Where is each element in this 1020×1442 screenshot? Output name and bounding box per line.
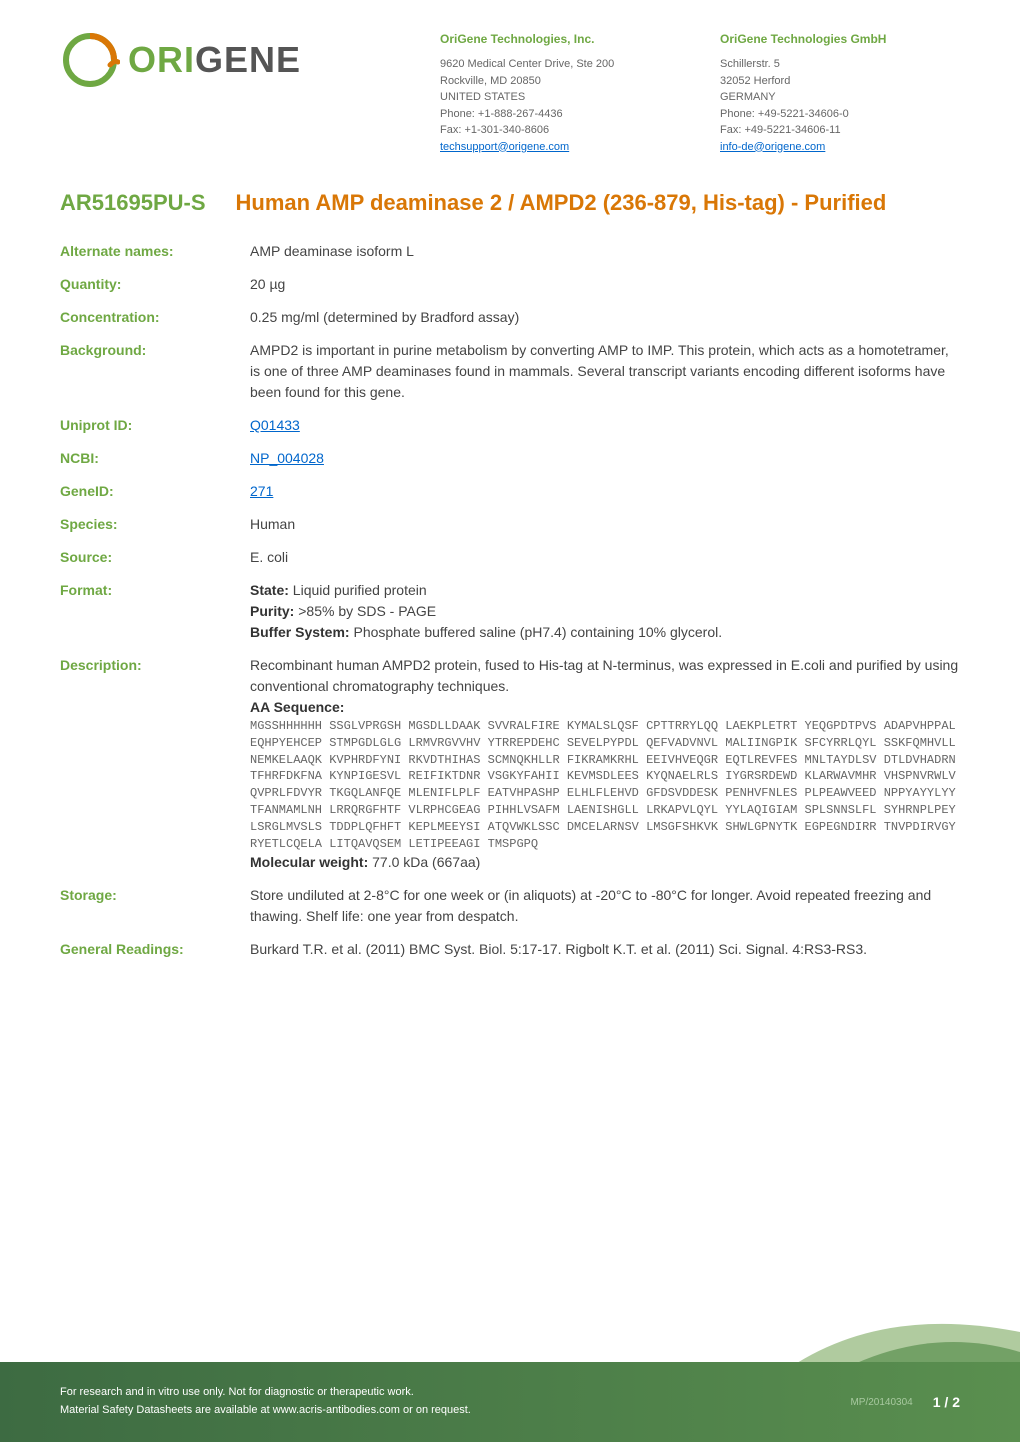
buffer-label: Buffer System: — [250, 624, 350, 640]
field-value: Q01433 — [250, 415, 960, 436]
fax: Fax: +1-301-340-8606 — [440, 122, 680, 139]
field-value: State: Liquid purified protein Purity: >… — [250, 580, 960, 643]
field-value: NP_004028 — [250, 448, 960, 469]
field-label: Concentration: — [60, 307, 250, 328]
field-value: AMP deaminase isoform L — [250, 241, 960, 262]
field-format: Format: State: Liquid purified protein P… — [60, 580, 960, 643]
description-intro: Recombinant human AMPD2 protein, fused t… — [250, 655, 960, 697]
field-source: Source: E. coli — [60, 547, 960, 568]
field-quantity: Quantity: 20 µg — [60, 274, 960, 295]
company-name-2: OriGene Technologies GmbH — [720, 30, 960, 48]
address-line: Schillerstr. 5 — [720, 56, 960, 73]
company-details-1: 9620 Medical Center Drive, Ste 200 Rockv… — [440, 56, 680, 155]
logo-ori: ORI — [128, 39, 195, 80]
fax: Fax: +49-5221-34606-11 — [720, 122, 960, 139]
product-title: Human AMP deaminase 2 / AMPD2 (236-879, … — [236, 190, 887, 216]
logo-section: ORIGENE — [60, 30, 440, 155]
field-label: Alternate names: — [60, 241, 250, 262]
title-section: AR51695PU-S Human AMP deaminase 2 / AMPD… — [0, 175, 1020, 231]
field-label: Species: — [60, 514, 250, 535]
geneid-link[interactable]: 271 — [250, 483, 273, 499]
field-concentration: Concentration: 0.25 mg/ml (determined by… — [60, 307, 960, 328]
phone: Phone: +49-5221-34606-0 — [720, 106, 960, 123]
address-line: Rockville, MD 20850 — [440, 73, 680, 90]
aa-sequence: MGSSHHHHHH SSGLVPRGSH MGSDLLDAAK SVVRALF… — [250, 718, 960, 852]
field-storage: Storage: Store undiluted at 2-8°C for on… — [60, 885, 960, 927]
phone: Phone: +1-888-267-4436 — [440, 106, 680, 123]
field-background: Background: AMPD2 is important in purine… — [60, 340, 960, 403]
page-number: 1 / 2 — [933, 1394, 960, 1410]
footer-right: MP/20140304 1 / 2 — [850, 1394, 960, 1410]
field-alternate-names: Alternate names: AMP deaminase isoform L — [60, 241, 960, 262]
buffer-value: Phosphate buffered saline (pH7.4) contai… — [350, 624, 723, 640]
email-link-2[interactable]: info-de@origene.com — [720, 141, 825, 153]
mw-value: 77.0 kDa (667aa) — [368, 854, 480, 870]
logo-text: ORIGENE — [128, 39, 301, 81]
doc-id: MP/20140304 — [850, 1397, 912, 1408]
field-label: Storage: — [60, 885, 250, 927]
field-value: AMPD2 is important in purine metabolism … — [250, 340, 960, 403]
field-label: GeneID: — [60, 481, 250, 502]
field-label: Format: — [60, 580, 250, 643]
uniprot-link[interactable]: Q01433 — [250, 417, 300, 433]
field-description: Description: Recombinant human AMPD2 pro… — [60, 655, 960, 873]
field-ncbi: NCBI: NP_004028 — [60, 448, 960, 469]
company-details-2: Schillerstr. 5 32052 Herford GERMANY Pho… — [720, 56, 960, 155]
footer-text: For research and in vitro use only. Not … — [60, 1384, 471, 1419]
field-value: Human — [250, 514, 960, 535]
company-info: OriGene Technologies, Inc. 9620 Medical … — [440, 30, 960, 155]
field-species: Species: Human — [60, 514, 960, 535]
field-value: Recombinant human AMPD2 protein, fused t… — [250, 655, 960, 873]
field-uniprot: Uniprot ID: Q01433 — [60, 415, 960, 436]
country: GERMANY — [720, 89, 960, 106]
field-value: E. coli — [250, 547, 960, 568]
field-value: Store undiluted at 2-8°C for one week or… — [250, 885, 960, 927]
field-readings: General Readings: Burkard T.R. et al. (2… — [60, 939, 960, 960]
field-value: 271 — [250, 481, 960, 502]
footer-line-2: Material Safety Datasheets are available… — [60, 1402, 471, 1420]
mw-label: Molecular weight: — [250, 854, 368, 870]
field-value: 0.25 mg/ml (determined by Bradford assay… — [250, 307, 960, 328]
address-line: 32052 Herford — [720, 73, 960, 90]
logo: ORIGENE — [60, 30, 440, 90]
field-label: Uniprot ID: — [60, 415, 250, 436]
field-label: Quantity: — [60, 274, 250, 295]
state-label: State: — [250, 582, 289, 598]
country: UNITED STATES — [440, 89, 680, 106]
field-label: Description: — [60, 655, 250, 873]
footer-bar: For research and in vitro use only. Not … — [0, 1362, 1020, 1442]
footer-line-1: For research and in vitro use only. Not … — [60, 1384, 471, 1402]
catalog-number: AR51695PU-S — [60, 190, 206, 216]
field-label: Background: — [60, 340, 250, 403]
origene-logo-icon — [60, 30, 120, 90]
aa-sequence-label: AA Sequence: — [250, 697, 960, 718]
field-value: 20 µg — [250, 274, 960, 295]
content: Alternate names: AMP deaminase isoform L… — [0, 231, 1020, 982]
company-name-1: OriGene Technologies, Inc. — [440, 30, 680, 48]
field-label: NCBI: — [60, 448, 250, 469]
email-link-1[interactable]: techsupport@origene.com — [440, 141, 569, 153]
footer: For research and in vitro use only. Not … — [0, 1322, 1020, 1442]
address-line: 9620 Medical Center Drive, Ste 200 — [440, 56, 680, 73]
header: ORIGENE OriGene Technologies, Inc. 9620 … — [0, 0, 1020, 175]
company-block-2: OriGene Technologies GmbH Schillerstr. 5… — [720, 30, 960, 155]
logo-gene: GENE — [195, 39, 301, 80]
field-label: General Readings: — [60, 939, 250, 960]
ncbi-link[interactable]: NP_004028 — [250, 450, 324, 466]
field-geneid: GeneID: 271 — [60, 481, 960, 502]
purity-value: >85% by SDS - PAGE — [294, 603, 436, 619]
field-value: Burkard T.R. et al. (2011) BMC Syst. Bio… — [250, 939, 960, 960]
company-block-1: OriGene Technologies, Inc. 9620 Medical … — [440, 30, 680, 155]
field-label: Source: — [60, 547, 250, 568]
state-value: Liquid purified protein — [289, 582, 427, 598]
purity-label: Purity: — [250, 603, 294, 619]
